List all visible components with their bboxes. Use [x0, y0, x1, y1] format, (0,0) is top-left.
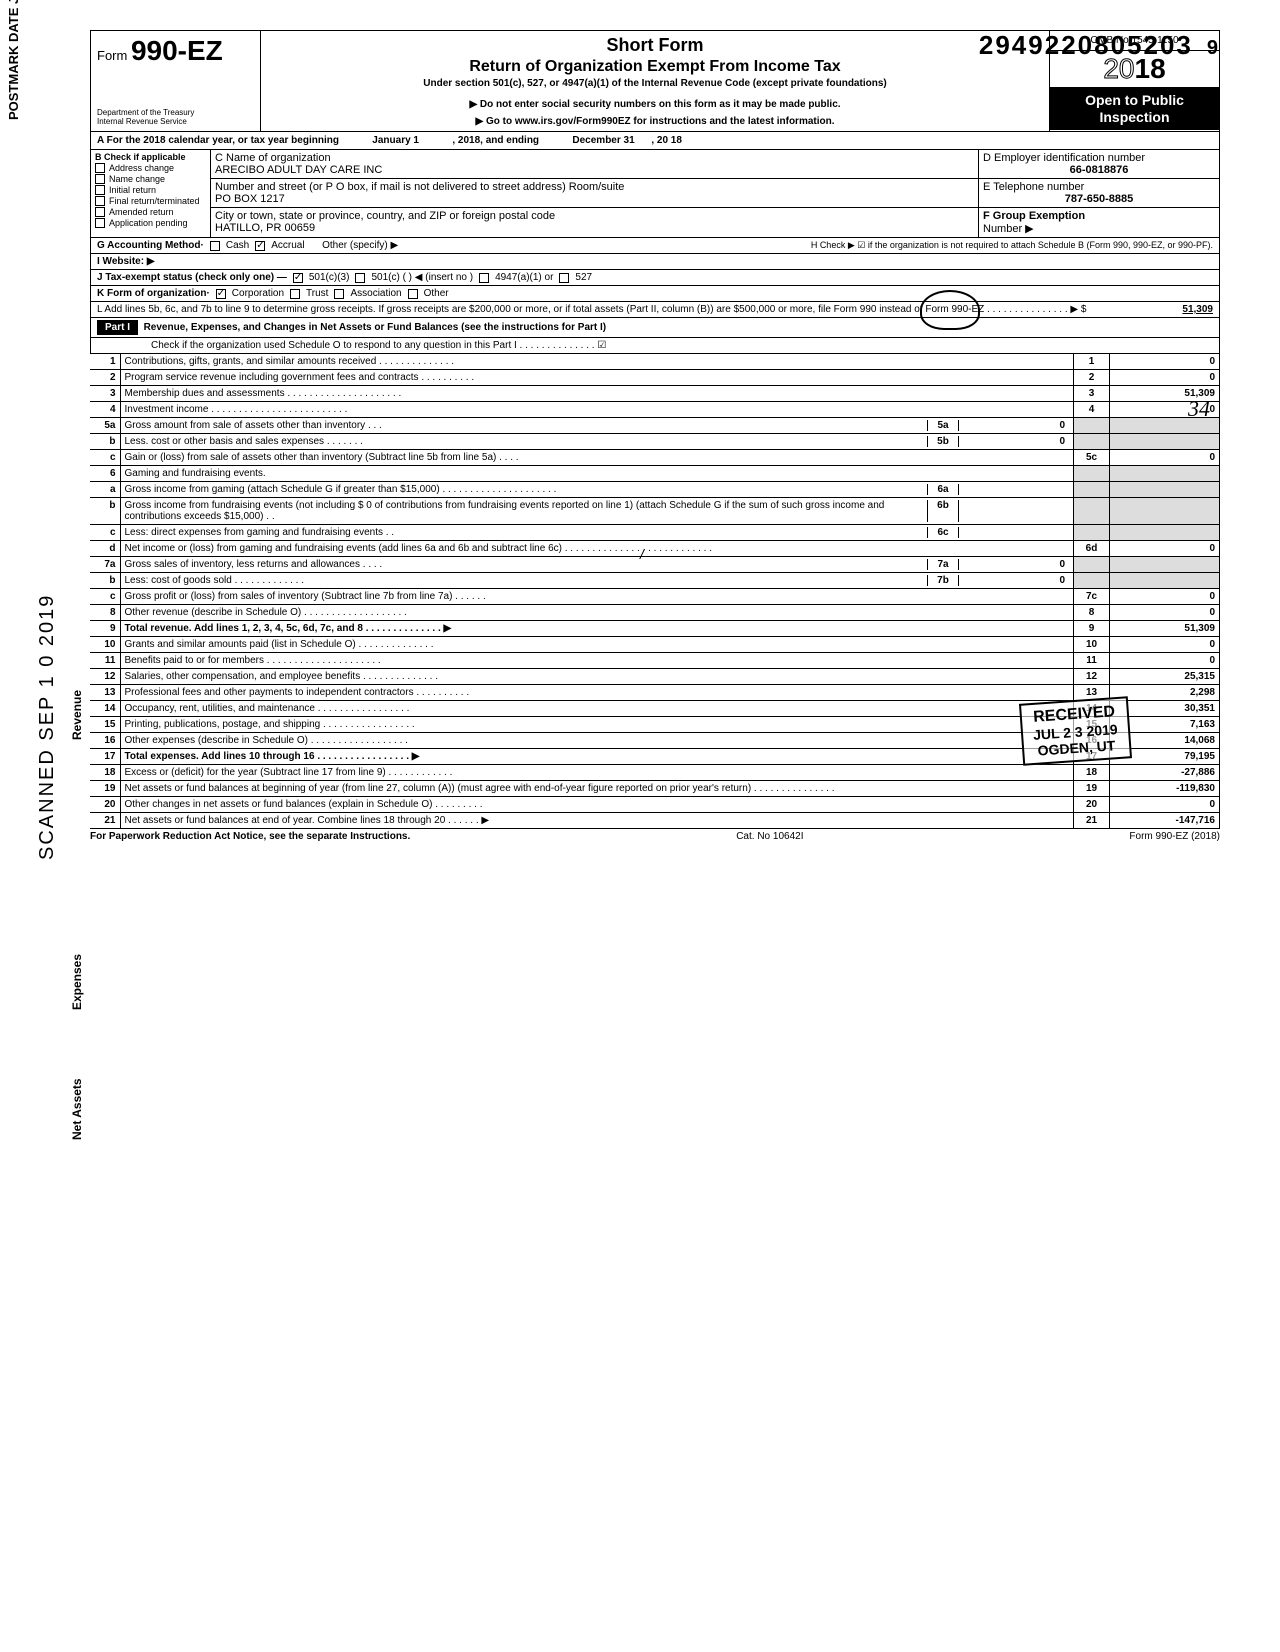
received-stamp: RECEIVED JUL 2 3 2019 OGDEN, UT: [1019, 696, 1132, 765]
line-row: c Less: direct expenses from gaming and …: [90, 525, 1220, 541]
page-footer: For Paperwork Reduction Act Notice, see …: [90, 831, 1220, 842]
title-section: Under section 501(c), 527, or 4947(a)(1)…: [269, 78, 1041, 89]
title-return: Return of Organization Exempt From Incom…: [269, 58, 1041, 76]
label-ein: D Employer identification number: [983, 152, 1215, 164]
chk-501c[interactable]: [355, 273, 365, 283]
line-row: 21 Net assets or fund balances at end of…: [90, 813, 1220, 829]
line-row: 2 Program service revenue including gove…: [90, 370, 1220, 386]
line-row: 10 Grants and similar amounts paid (list…: [90, 637, 1220, 653]
line-row: 18 Excess or (deficit) for the year (Sub…: [90, 765, 1220, 781]
section-label-revenue: Revenue: [70, 690, 84, 740]
row-l-gross-receipts: L Add lines 5b, 6c, and 7b to line 9 to …: [90, 302, 1220, 318]
line-row: 11 Benefits paid to or for members . . .…: [90, 653, 1220, 669]
chk-527[interactable]: [559, 273, 569, 283]
line-row: 9 Total revenue. Add lines 1, 2, 3, 4, 5…: [90, 621, 1220, 637]
col-b-checkboxes: B Check if applicable Address change Nam…: [91, 150, 211, 237]
row-j-tax-status: J Tax-exempt status (check only one) — 5…: [90, 270, 1220, 286]
row-k-form-org: K Form of organization· Corporation Trus…: [90, 286, 1220, 302]
row-i-website: I Website: ▶: [90, 254, 1220, 270]
row-g-accounting: G Accounting Method· Cash Accrual Other …: [90, 238, 1220, 254]
line-row: 19 Net assets or fund balances at beginn…: [90, 781, 1220, 797]
department: Department of the TreasuryInternal Reven…: [97, 109, 254, 127]
chk-final-return[interactable]: [95, 196, 105, 206]
value-phone: 787-650-8885: [983, 193, 1215, 205]
line-row: 1 Contributions, gifts, grants, and simi…: [90, 354, 1220, 370]
chk-4947[interactable]: [479, 273, 489, 283]
chk-cash[interactable]: [210, 241, 220, 251]
section-label-expenses: Expenses: [70, 954, 84, 1010]
value-city: HATILLO, PR 00659: [215, 222, 974, 234]
line-row: c Gross profit or (loss) from sales of i…: [90, 589, 1220, 605]
chk-corporation[interactable]: [216, 289, 226, 299]
label-phone: E Telephone number: [983, 181, 1215, 193]
chk-other-org[interactable]: [408, 289, 418, 299]
line-row: 13 Professional fees and other payments …: [90, 685, 1220, 701]
handwritten-number: 34: [1188, 396, 1210, 422]
part1-header: Part I Revenue, Expenses, and Changes in…: [90, 318, 1220, 338]
value-address: PO BOX 1217: [215, 193, 974, 205]
line-row: 3 Membership dues and assessments . . . …: [90, 386, 1220, 402]
label-group-exemption: F Group ExemptionNumber ▶: [983, 210, 1215, 235]
row-h-schedule-b: H Check ▶ ☑ if the organization is not r…: [811, 240, 1213, 251]
label-city: City or town, state or province, country…: [215, 210, 974, 222]
chk-trust[interactable]: [290, 289, 300, 299]
title-ssn-warning: ▶ Do not enter social security numbers o…: [269, 99, 1041, 110]
chk-initial-return[interactable]: [95, 185, 105, 195]
line-row: 7a Gross sales of inventory, less return…: [90, 557, 1220, 573]
line-row: 5a Gross amount from sale of assets othe…: [90, 418, 1220, 434]
line-row: b Gross income from fundraising events (…: [90, 498, 1220, 525]
chk-address-change[interactable]: [95, 163, 105, 173]
handwritten-slash: /: [640, 546, 644, 562]
line-row: 12 Salaries, other compensation, and emp…: [90, 669, 1220, 685]
document-number: 29492208052039: [979, 30, 1220, 61]
section-b-to-f: B Check if applicable Address change Nam…: [90, 150, 1220, 238]
line-row: 20 Other changes in net assets or fund b…: [90, 797, 1220, 813]
title-url: ▶ Go to www.irs.gov/Form990EZ for instru…: [269, 116, 1041, 127]
chk-amended-return[interactable]: [95, 207, 105, 217]
form-number: Form 990-EZ: [97, 35, 254, 67]
line-row: d Net income or (loss) from gaming and f…: [90, 541, 1220, 557]
chk-association[interactable]: [334, 289, 344, 299]
line-row: 6Gaming and fundraising events.: [90, 466, 1220, 482]
open-public: Open to PublicInspection: [1050, 88, 1219, 130]
value-ein: 66-0818876: [983, 164, 1215, 176]
section-label-netassets: Net Assets: [70, 1078, 84, 1140]
line-row: c Gain or (loss) from sale of assets oth…: [90, 450, 1220, 466]
chk-name-change[interactable]: [95, 174, 105, 184]
line-row: b Less: cost of goods sold . . . . . . .…: [90, 573, 1220, 589]
row-a-calendar-year: A For the 2018 calendar year, or tax yea…: [90, 132, 1220, 150]
title-short-form: Short Form: [269, 35, 1041, 56]
label-org-name: C Name of organization: [215, 152, 974, 164]
scanned-stamp: SCANNED SEP 1 0 2019: [36, 594, 59, 860]
chk-accrual[interactable]: [255, 241, 265, 251]
label-address: Number and street (or P O box, if mail i…: [215, 181, 974, 193]
chk-application-pending[interactable]: [95, 218, 105, 228]
part1-check: Check if the organization used Schedule …: [90, 338, 1220, 354]
chk-501c3[interactable]: [293, 273, 303, 283]
value-org-name: ARECIBO ADULT DAY CARE INC: [215, 164, 974, 176]
line-row: 4 Investment income . . . . . . . . . . …: [90, 402, 1220, 418]
line-row: 8 Other revenue (describe in Schedule O)…: [90, 605, 1220, 621]
initials-mark: [920, 290, 980, 330]
line-row: b Less. cost or other basis and sales ex…: [90, 434, 1220, 450]
line-row: a Gross income from gaming (attach Sched…: [90, 482, 1220, 498]
postmark-stamp: POSTMARK DATE JUL 17 2019 ENVELOPE: [6, 0, 21, 120]
value-gross-receipts: 51,309: [1182, 304, 1213, 315]
